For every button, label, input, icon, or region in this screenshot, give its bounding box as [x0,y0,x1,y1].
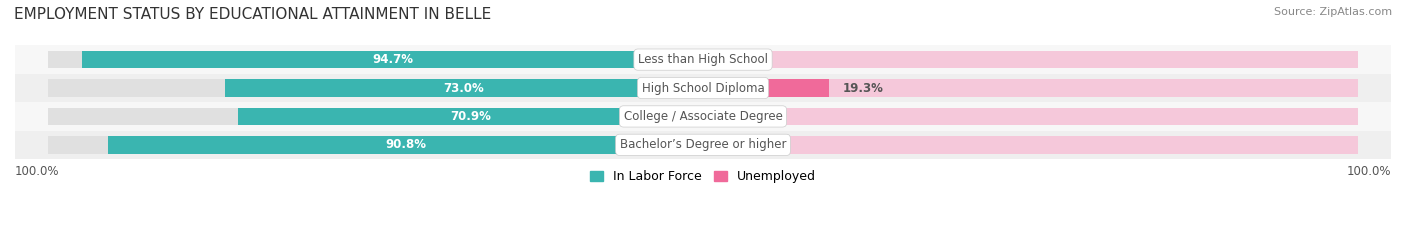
Text: 100.0%: 100.0% [1347,165,1391,178]
Bar [703,51,1358,69]
Legend: In Labor Force, Unemployed: In Labor Force, Unemployed [585,165,821,188]
Text: 19.3%: 19.3% [842,82,883,95]
Text: 100.0%: 100.0% [15,165,59,178]
Bar [703,136,1358,154]
Bar [48,79,703,97]
Bar [703,79,1358,97]
Bar [703,79,830,97]
Bar [83,51,703,69]
Text: 2.7%: 2.7% [734,110,766,123]
Bar [15,131,1391,159]
Text: 0.0%: 0.0% [716,138,749,151]
Text: High School Diploma: High School Diploma [641,82,765,95]
Bar [15,102,1391,131]
Text: 90.8%: 90.8% [385,138,426,151]
Text: 73.0%: 73.0% [443,82,484,95]
Bar [225,79,703,97]
Bar [48,136,703,154]
Bar [703,108,1358,125]
Bar [239,108,703,125]
Bar [108,136,703,154]
Text: EMPLOYMENT STATUS BY EDUCATIONAL ATTAINMENT IN BELLE: EMPLOYMENT STATUS BY EDUCATIONAL ATTAINM… [14,7,491,22]
Text: Bachelor’s Degree or higher: Bachelor’s Degree or higher [620,138,786,151]
Bar [15,74,1391,102]
Text: College / Associate Degree: College / Associate Degree [624,110,782,123]
Text: 70.9%: 70.9% [450,110,491,123]
Text: Less than High School: Less than High School [638,53,768,66]
Bar [48,51,703,69]
Text: 94.7%: 94.7% [373,53,413,66]
Bar [703,108,721,125]
Bar [15,45,1391,74]
Text: 0.0%: 0.0% [716,53,749,66]
Text: Source: ZipAtlas.com: Source: ZipAtlas.com [1274,7,1392,17]
Bar [48,108,703,125]
